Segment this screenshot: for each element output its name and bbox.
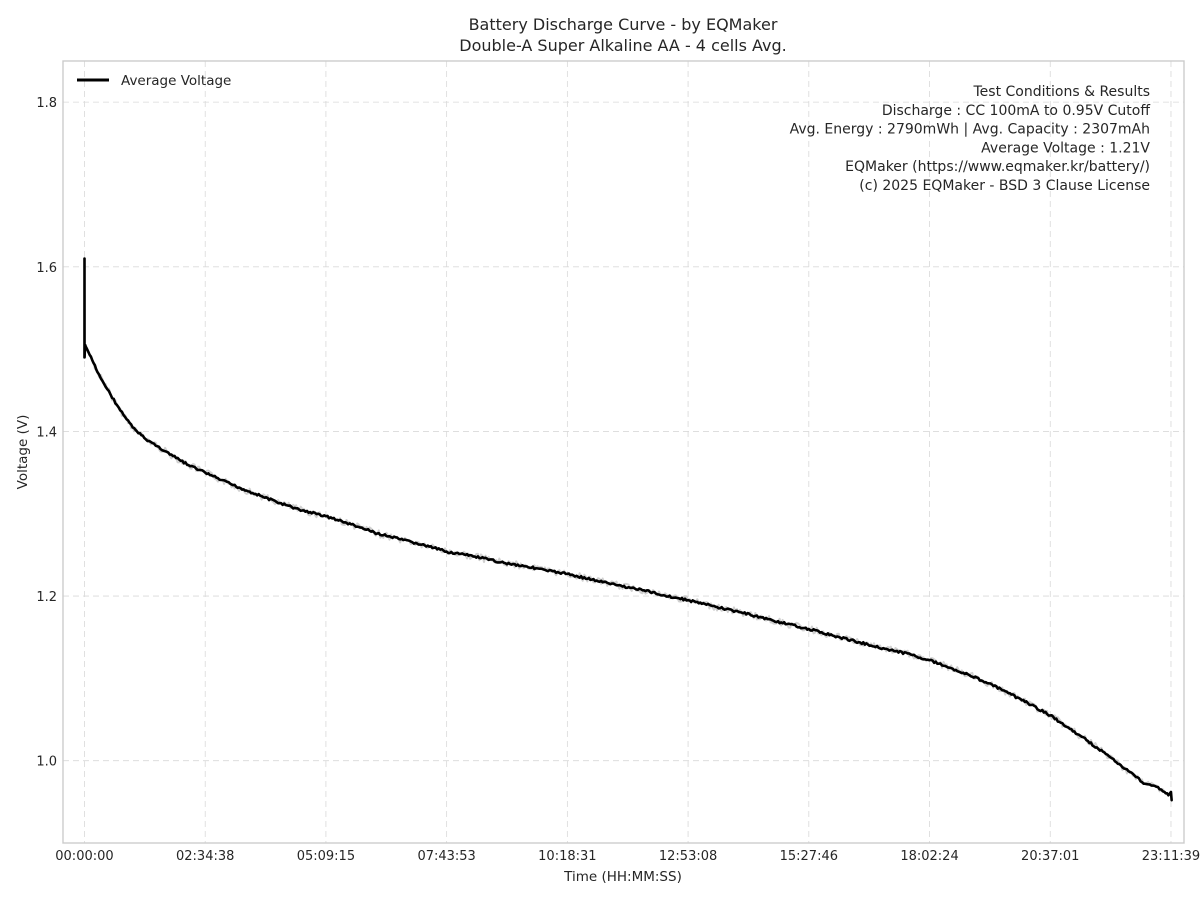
y-tick-label: 1.4 — [36, 425, 57, 440]
chart-subtitle: Double-A Super Alkaline AA - 4 cells Avg… — [459, 36, 786, 55]
x-tick-label: 10:18:31 — [538, 849, 596, 864]
x-tick-label: 18:02:24 — [900, 849, 958, 864]
test-conditions-annotation: Test Conditions & Results Discharge : CC … — [790, 84, 1151, 194]
x-tick-label: 15:27:46 — [780, 849, 838, 864]
series-line-average-voltage — [83, 257, 1173, 802]
x-tick-label: 20:37:01 — [1021, 849, 1079, 864]
cell-spread-band — [83, 257, 1173, 801]
x-tick-label: 05:09:15 — [297, 849, 355, 864]
legend-label-average-voltage: Average Voltage — [121, 73, 231, 89]
x-tick-label: 12:53:08 — [659, 849, 717, 864]
y-tick-label: 1.0 — [36, 755, 57, 770]
annotation-line: Discharge : CC 100mA to 0.95V Cutoff — [882, 103, 1151, 119]
x-tick-label: 07:43:53 — [417, 849, 475, 864]
annotation-line: Avg. Energy : 2790mWh | Avg. Capacity : … — [790, 122, 1150, 138]
grid-lines — [63, 61, 1184, 843]
y-tick-label: 1.6 — [36, 261, 57, 276]
chart-title: Battery Discharge Curve - by EQMaker — [469, 15, 778, 34]
plot-frame — [62, 60, 1185, 844]
y-tick-label: 1.8 — [36, 96, 57, 111]
x-tick-label: 23:11:39 — [1142, 849, 1200, 864]
x-tick-label: 00:00:00 — [55, 849, 113, 864]
x-axis-label: Time (HH:MM:SS) — [563, 869, 682, 885]
annotation-line: Test Conditions & Results — [973, 84, 1151, 100]
y-tick-label: 1.2 — [36, 590, 57, 605]
annotation-line: (c) 2025 EQMaker - BSD 3 Clause License — [859, 178, 1150, 194]
annotation-line: EQMaker (https://www.eqmaker.kr/battery/… — [845, 159, 1150, 175]
x-tick-labels: 00:00:00 02:34:38 05:09:15 07:43:53 10:18:31… — [55, 849, 1200, 864]
annotation-line: Average Voltage : 1.21V — [981, 140, 1150, 156]
series-layer — [83, 257, 1173, 802]
legend: Average Voltage — [77, 73, 231, 89]
x-tick-label: 02:34:38 — [176, 849, 234, 864]
y-axis-label: Voltage (V) — [15, 415, 31, 490]
y-tick-labels: 1.0 1.2 1.4 1.6 1.8 — [36, 96, 57, 770]
